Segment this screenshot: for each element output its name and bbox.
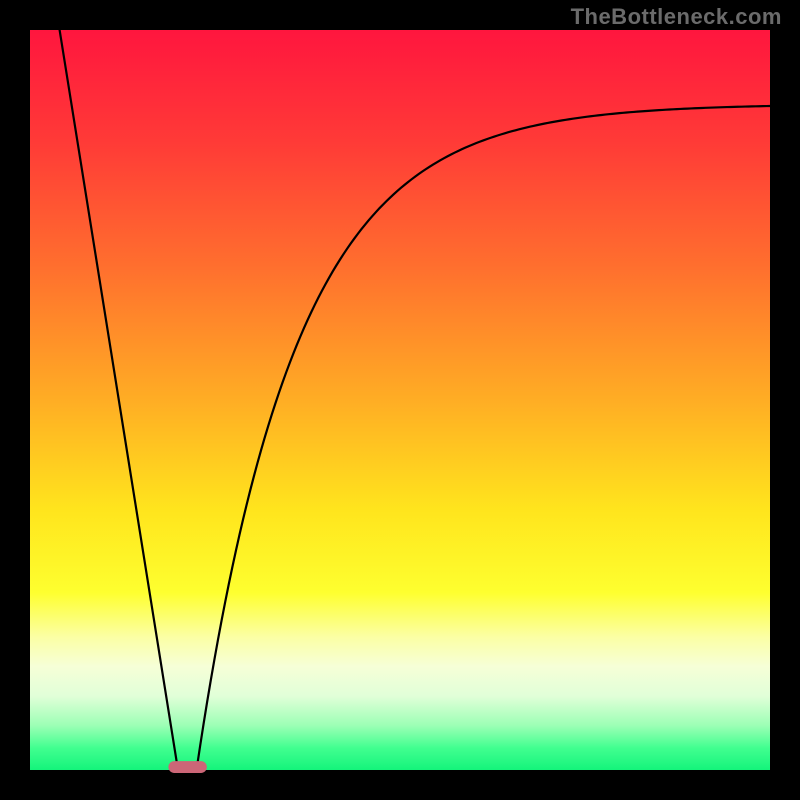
watermark-text: TheBottleneck.com [571, 4, 782, 30]
chart-background [30, 30, 770, 770]
optimal-marker [168, 761, 206, 773]
bottleneck-chart [0, 0, 800, 800]
chart-frame: TheBottleneck.com [0, 0, 800, 800]
